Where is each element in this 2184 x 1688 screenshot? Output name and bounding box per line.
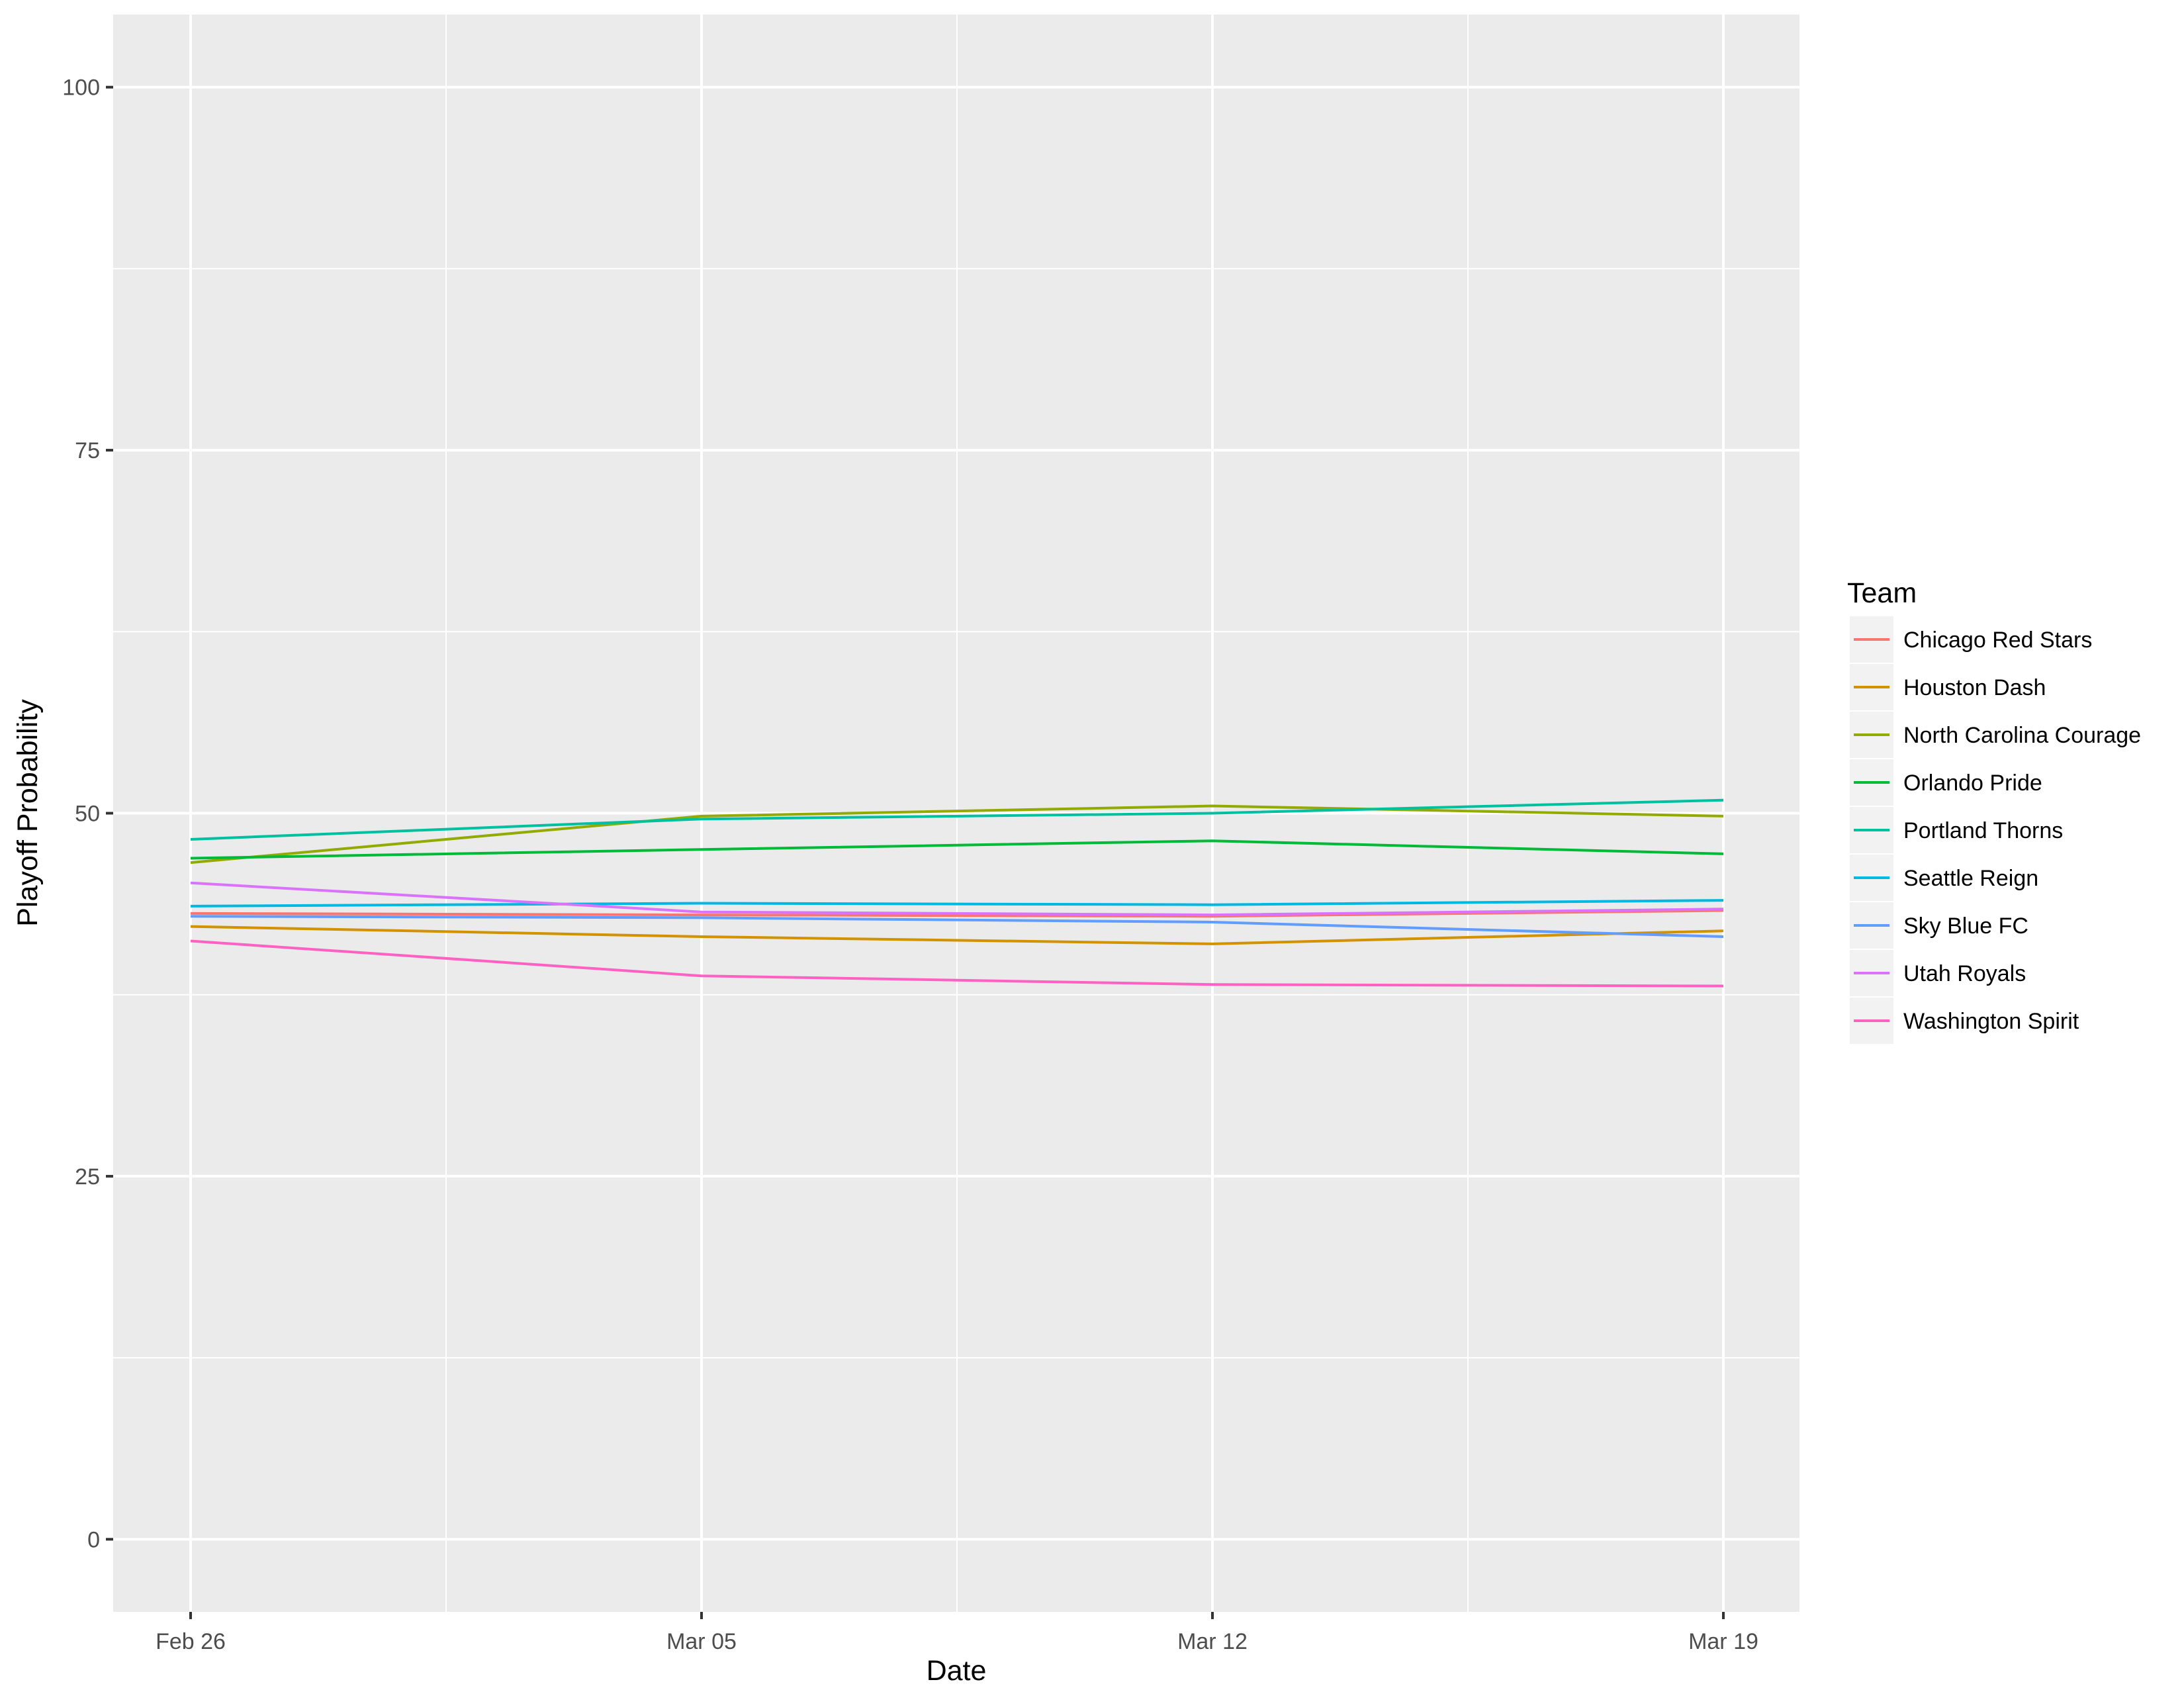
legend-label: Sky Blue FC xyxy=(1903,914,2028,939)
y-axis: 0 25 50 75 100 xyxy=(62,75,113,1552)
legend-label: Chicago Red Stars xyxy=(1903,628,2092,653)
x-tick-label: Mar 12 xyxy=(1177,1629,1248,1654)
series-line-houston-dash xyxy=(190,925,1724,945)
legend-label: North Carolina Courage xyxy=(1903,723,2141,748)
legend-item-sky-blue-fc: Sky Blue FC xyxy=(1848,901,2028,950)
legend-label: Orlando Pride xyxy=(1903,771,2042,796)
legend-label: Portland Thorns xyxy=(1903,818,2063,843)
x-tick-label: Feb 26 xyxy=(156,1629,226,1654)
series-line-chicago-red-stars xyxy=(190,909,1724,918)
series-lines xyxy=(190,798,1724,988)
legend-item-washington-spirit: Washington Spirit xyxy=(1848,996,2079,1045)
series-line-seattle-reign xyxy=(190,899,1724,908)
major-gridlines xyxy=(113,15,1799,1612)
legend-item-chicago-red-stars: Chicago Red Stars xyxy=(1848,615,2092,664)
y-tick-label: 0 xyxy=(87,1527,100,1552)
series-line-washington-spirit xyxy=(190,939,1724,988)
legend-label: Houston Dash xyxy=(1903,675,2046,700)
legend-label: Seattle Reign xyxy=(1903,866,2038,891)
series-line-utah-royals xyxy=(190,881,1724,917)
legend-item-houston-dash: Houston Dash xyxy=(1848,663,2046,712)
legend-item-north-carolina-courage: North Carolina Courage xyxy=(1848,710,2141,759)
legend-item-utah-royals: Utah Royals xyxy=(1848,949,2026,998)
y-tick-label: 75 xyxy=(75,438,100,463)
x-tick-label: Mar 05 xyxy=(666,1629,737,1654)
legend-item-portland-thorns: Portland Thorns xyxy=(1848,806,2063,855)
legend-item-orlando-pride: Orlando Pride xyxy=(1848,758,2042,807)
x-tick-label: Mar 19 xyxy=(1688,1629,1758,1654)
legend-label: Washington Spirit xyxy=(1903,1009,2079,1034)
legend-label: Utah Royals xyxy=(1903,961,2026,986)
legend: Team Chicago Red Stars Houston Dash North … xyxy=(1847,577,2141,1045)
series-line-sky-blue-fc xyxy=(190,915,1724,938)
series-line-orlando-pride xyxy=(190,839,1724,860)
series-line-north-carolina-courage xyxy=(190,804,1724,865)
y-tick-label: 50 xyxy=(75,802,100,827)
y-tick-label: 25 xyxy=(75,1164,100,1190)
y-axis-title: Playoff Probability xyxy=(12,699,44,927)
x-axis: Feb 26 Mar 05 Mar 12 Mar 19 xyxy=(156,1612,1758,1654)
x-axis-title: Date xyxy=(927,1655,987,1687)
legend-title: Team xyxy=(1847,577,1917,609)
series-line-portland-thorns xyxy=(190,798,1724,841)
y-tick-label: 100 xyxy=(62,75,100,101)
legend-item-seattle-reign: Seattle Reign xyxy=(1848,853,2038,902)
legend-items: Chicago Red Stars Houston Dash North Carol… xyxy=(1848,615,2141,1045)
